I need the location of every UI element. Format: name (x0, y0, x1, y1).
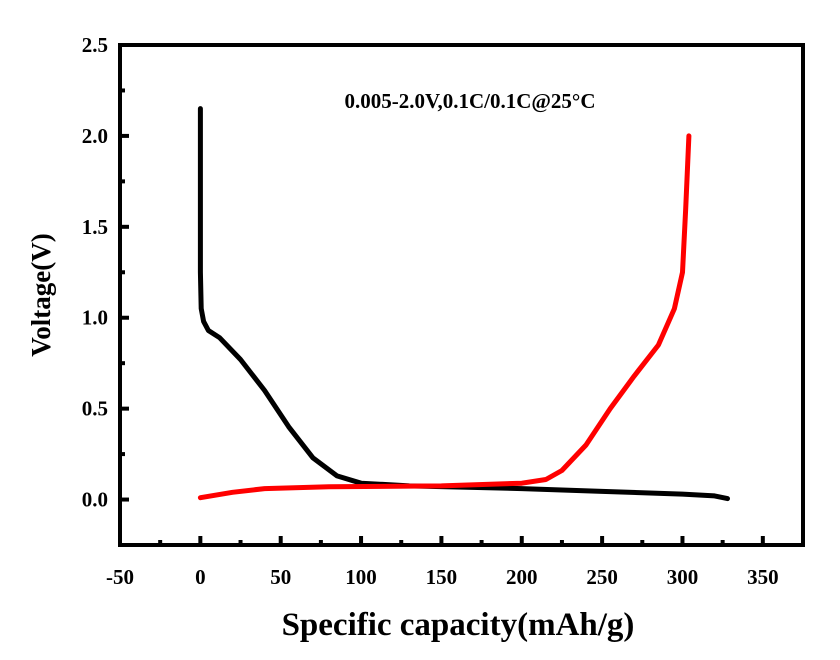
x-tick-label: 100 (345, 565, 377, 589)
series-line-charge (197, 133, 692, 501)
series-line-discharge (197, 106, 730, 502)
x-tick-label: 300 (667, 565, 699, 589)
ticks-layer: -50 0 50 100 150 200 250 300 350 0.0 0.5 1.0 1.5 2.0 2… (82, 33, 779, 589)
y-tick-label: 1.5 (82, 215, 108, 239)
x-tick-label: 250 (586, 565, 618, 589)
y-tick-label: 1.0 (82, 306, 108, 330)
x-tick-label: -50 (106, 565, 134, 589)
y-tick-label: 0.0 (82, 488, 108, 512)
chart-annotation: 0.005-2.0V,0.1C/0.1C@25°C (345, 89, 596, 113)
series-layer (197, 106, 730, 502)
y-axis-label: Voltage(V) (26, 233, 56, 356)
y-tick-label: 0.5 (82, 397, 108, 421)
x-axis-label: Specific capacity(mAh/g) (282, 607, 635, 643)
y-tick-label: 2.5 (82, 33, 108, 57)
x-tick-label: 50 (270, 565, 291, 589)
x-tick-label: 350 (747, 565, 779, 589)
x-tick-label: 150 (426, 565, 458, 589)
y-tick-label: 2.0 (82, 124, 108, 148)
plot-frame (118, 43, 805, 547)
x-tick-label: 0 (195, 565, 206, 589)
x-tick-label: 200 (506, 565, 538, 589)
